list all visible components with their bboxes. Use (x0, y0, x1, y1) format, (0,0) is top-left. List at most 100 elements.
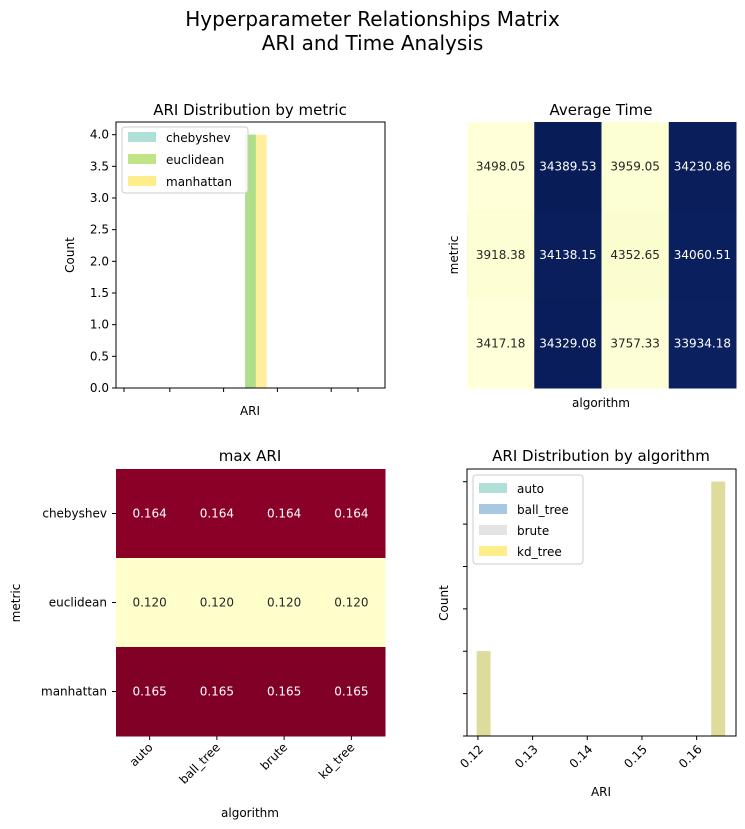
heatmap-cell-chebyshev-brute (250, 469, 319, 559)
bar-euclidean-0 (245, 134, 256, 388)
cell-value-euclidean-kd-tree: 0.120 (334, 596, 368, 610)
ari-by-metric-title: ARI Distribution by metric (153, 101, 347, 119)
max-ari-cells: 0.164 0.164 0.164 0.164 0.120 0.120 0.120 0.120… (116, 469, 386, 737)
chart-max-ari: 0.164 0.164 0.164 0.164 0.120 0.120 0.120 0.120… (9, 447, 386, 820)
column-label-kd-tree: kd_tree (316, 740, 358, 782)
heatmap-cell-euclidean-kd-tree (317, 558, 386, 648)
bar-kd-tree-0 (476, 651, 491, 736)
ari-by-algorithm-x-ticks: 0.12 0.13 0.14 0.15 0.16 (457, 736, 705, 771)
cell-value-manhattan-ball-tree: 0.165 (200, 685, 234, 699)
cell-value-chebyshev-kd-tree: 34230.86 (674, 159, 731, 173)
cell-value-chebyshev-auto: 3498.05 (476, 159, 526, 173)
ari-by-algorithm-xlabel: ARI (591, 785, 611, 799)
legend-label-chebyshev: chebyshev (166, 131, 231, 145)
heatmap-cell-manhattan-auto (116, 647, 184, 737)
ari-by-metric-bars (245, 134, 267, 388)
average-time-xlabel: algorithm (572, 396, 630, 410)
legend-label-ball-tree: ball_tree (517, 503, 569, 517)
ari-by-metric-x-ticks (123, 388, 359, 392)
legend-swatch-manhattan (128, 176, 156, 186)
cell-value-euclidean-brute: 0.120 (267, 596, 301, 610)
x-tick-label: 0.14 (567, 742, 596, 771)
y-tick-label: 1.0 (90, 318, 109, 332)
ari-by-metric-ylabel: Count (63, 237, 77, 273)
x-tick-label: 0.15 (621, 742, 650, 771)
heatmap-cell-manhattan-auto (467, 299, 535, 389)
heatmap-cell-chebyshev-kd-tree (317, 469, 386, 559)
chart-average-time: 3498.05 34389.53 3959.05 34230.86 3918.38 341… (447, 101, 737, 410)
ari-by-metric-legend: chebyshev euclidean manhattan (121, 126, 249, 194)
chart-ari-by-algorithm: 0.12 0.13 0.14 0.15 0.16 ARI Distribution by… (437, 447, 737, 799)
cell-value-manhattan-brute: 0.165 (267, 685, 301, 699)
figure-title-line-2: ARI and Time Analysis (261, 31, 484, 55)
row-label-manhattan: manhattan (41, 685, 107, 699)
max-ari-xlabel: algorithm (221, 806, 279, 820)
legend-swatch-euclidean (128, 154, 156, 164)
heatmap-cell-chebyshev-auto (467, 122, 535, 212)
legend-label-euclidean: euclidean (166, 153, 224, 167)
y-tick-label: 0.0 (90, 381, 109, 395)
legend-swatch-brute (479, 525, 507, 535)
ari-by-algorithm-bars (476, 481, 726, 736)
heatmap-cell-chebyshev-ball-tree (183, 469, 251, 559)
chart-ari-by-metric: 0.0 0.5 1.0 1.5 2.0 2.5 3.0 3.5 4.0 ARI Distribu… (63, 101, 386, 418)
max-ari-title: max ARI (219, 447, 282, 465)
legend-label-brute: brute (517, 524, 549, 538)
heatmap-cell-manhattan-ball-tree (183, 647, 251, 737)
max-ari-ylabel: metric (9, 584, 23, 623)
legend-swatch-ball-tree (479, 504, 507, 514)
y-tick-label: 1.5 (90, 286, 109, 300)
heatmap-cell-manhattan-brute (601, 299, 670, 389)
ari-by-algorithm-y-ticks (463, 481, 467, 737)
heatmap-cell-manhattan-kd-tree (668, 299, 737, 389)
y-tick-label: 3.5 (90, 159, 109, 173)
figure-title: Hyperparameter Relationships Matrix ARI … (0, 7, 745, 55)
cell-value-euclidean-auto: 3918.38 (476, 248, 526, 262)
ari-by-algorithm-legend-box (472, 474, 584, 565)
legend-swatch-kd-tree (479, 546, 507, 556)
cell-value-manhattan-auto: 3417.18 (476, 337, 526, 351)
column-label-auto: auto (127, 740, 156, 769)
legend-label-kd-tree: kd_tree (517, 545, 562, 559)
max-ari-column-labels: auto ball_tree brute kd_tree (127, 736, 358, 787)
cell-value-chebyshev-ball-tree: 34389.53 (539, 159, 596, 173)
heatmap-cell-manhattan-ball-tree (534, 299, 602, 389)
heatmap-cell-euclidean-auto (467, 210, 535, 300)
heatmap-cell-euclidean-brute (601, 210, 670, 300)
heatmap-cell-euclidean-auto (116, 558, 184, 648)
cell-value-manhattan-brute: 3757.33 (610, 337, 660, 351)
cell-value-euclidean-kd-tree: 34060.51 (674, 248, 731, 262)
ari-by-algorithm-ylabel: Count (437, 585, 451, 621)
cell-value-chebyshev-kd-tree: 0.164 (334, 507, 368, 521)
y-tick-label: 4.0 (90, 128, 109, 142)
cell-value-manhattan-kd-tree: 0.165 (334, 685, 368, 699)
figure-title-line-1: Hyperparameter Relationships Matrix (185, 7, 560, 31)
legend-label-manhattan: manhattan (166, 175, 232, 189)
ari-by-metric-axes-frame (115, 121, 386, 389)
heatmap-cell-chebyshev-auto (116, 469, 184, 559)
column-label-brute: brute (258, 740, 291, 773)
heatmap-cell-chebyshev-kd-tree (668, 122, 737, 212)
bar-kd-tree-1 (711, 481, 726, 736)
legend-swatch-chebyshev (128, 132, 156, 142)
cell-value-euclidean-ball-tree: 0.120 (200, 596, 234, 610)
heatmap-cell-chebyshev-ball-tree (534, 122, 602, 212)
heatmap-cell-euclidean-ball-tree (534, 210, 602, 300)
average-time-cells: 3498.05 34389.53 3959.05 34230.86 3918.38 341… (467, 122, 737, 389)
cell-value-euclidean-ball-tree: 34138.15 (539, 248, 596, 262)
bar-manhattan-0 (255, 134, 267, 388)
row-label-chebyshev: chebyshev (42, 507, 107, 521)
heatmap-cell-manhattan-kd-tree (317, 647, 386, 737)
y-tick-label: 0.5 (90, 349, 109, 363)
y-tick-label: 2.0 (90, 254, 109, 268)
cell-value-manhattan-ball-tree: 34329.08 (539, 337, 596, 351)
cell-value-euclidean-brute: 4352.65 (610, 248, 660, 262)
heatmap-cell-chebyshev-brute (601, 122, 670, 212)
cell-value-chebyshev-brute: 0.164 (267, 507, 301, 521)
heatmap-cell-manhattan-brute (250, 647, 319, 737)
x-tick-label: 0.12 (457, 742, 486, 771)
ari-by-algorithm-title: ARI Distribution by algorithm (492, 447, 710, 465)
legend-label-auto: auto (517, 482, 544, 496)
ari-by-metric-xlabel: ARI (240, 404, 260, 418)
